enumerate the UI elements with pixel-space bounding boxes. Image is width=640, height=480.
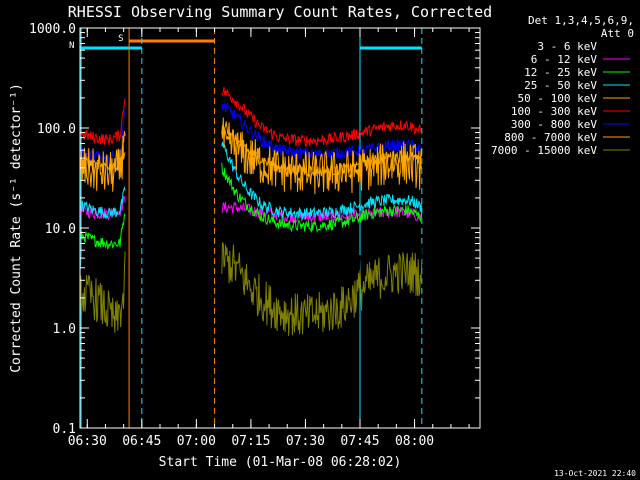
legend-header: Att 0 <box>601 27 634 40</box>
flag-label: S <box>118 34 123 44</box>
legend-entry-label: 300 - 800 keV <box>511 118 597 131</box>
series-line <box>79 98 126 146</box>
x-tick-label: 07:45 <box>340 434 379 449</box>
flags-layer: SN <box>69 34 422 51</box>
legend-entry-label: 800 - 7000 keV <box>504 131 597 144</box>
x-axis-label: Start Time (01-Mar-08 06:28:02) <box>159 455 402 470</box>
x-tick-label: 07:30 <box>286 434 325 449</box>
x-tick-label: 07:15 <box>231 434 270 449</box>
series-layer <box>79 86 423 337</box>
series-line <box>221 141 423 220</box>
series-line <box>221 228 423 309</box>
series-line <box>79 135 126 192</box>
chart-title: RHESSI Observing Summary Count Rates, Co… <box>68 3 492 21</box>
x-axis: 06:30 06:45 07:00 07:15 07:30 07:45 08:00 <box>68 28 470 449</box>
series-line <box>79 212 126 250</box>
legend-entry-label: 3 - 6 keV <box>537 40 597 53</box>
legend-header: Det 1,3,4,5,6,9, <box>528 14 634 27</box>
x-tick-label: 07:00 <box>177 434 216 449</box>
legend-entry-label: 100 - 300 keV <box>511 105 597 118</box>
series-line <box>221 86 423 147</box>
x-tick-label: 06:45 <box>122 434 161 449</box>
y-tick-label: 1000.0 <box>29 22 76 37</box>
legend-entry-label: 6 - 12 keV <box>531 53 598 66</box>
y-tick-label: 1.0 <box>53 322 76 337</box>
y-axis-label: Corrected Count Rate (s⁻¹ detector⁻¹) <box>9 83 24 373</box>
series-line <box>79 237 126 293</box>
series-line <box>221 117 423 195</box>
flag-label: N <box>69 41 74 51</box>
x-tick-label: 06:30 <box>68 434 107 449</box>
series-line <box>79 186 126 220</box>
y-tick-label: 0.1 <box>53 422 76 437</box>
y-axis: 0.1 1.0 10.0 100.0 1000.0 <box>29 22 480 437</box>
legend-entry-label: 7000 - 15000 keV <box>491 144 597 157</box>
legend-entry-label: 12 - 25 keV <box>524 66 597 79</box>
y-tick-label: 100.0 <box>37 122 76 137</box>
timestamp: 13-Oct-2021 22:40 <box>554 469 636 478</box>
series-line <box>221 242 423 337</box>
series-line <box>221 162 423 234</box>
series-line <box>79 251 126 333</box>
y-tick-label: 10.0 <box>45 222 76 237</box>
x-tick-label: 08:00 <box>395 434 434 449</box>
legend-entry-label: 50 - 100 keV <box>518 92 598 105</box>
legend-entry-label: 25 - 50 keV <box>524 79 597 92</box>
